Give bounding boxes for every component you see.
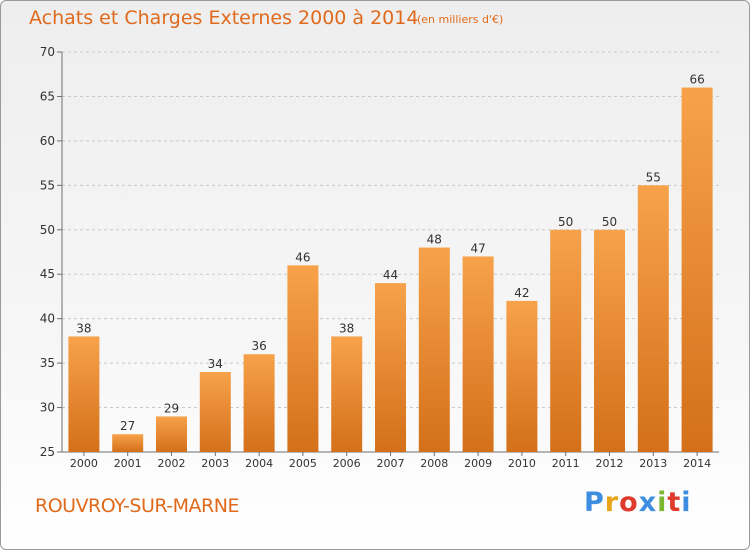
x-tick-label: 2003 bbox=[201, 457, 229, 470]
y-tick-label: 30 bbox=[40, 401, 55, 415]
y-tick-label: 65 bbox=[40, 89, 55, 103]
y-tick-label: 45 bbox=[40, 267, 55, 281]
x-tick-label: 2010 bbox=[508, 457, 536, 470]
bar bbox=[287, 265, 319, 452]
brand-letter: r bbox=[604, 487, 620, 518]
bar bbox=[156, 416, 187, 452]
brand-letter: t bbox=[667, 487, 682, 518]
y-tick-label: 35 bbox=[40, 356, 55, 370]
y-tick-label: 50 bbox=[40, 223, 55, 237]
bar bbox=[594, 229, 625, 452]
x-tick-label: 2008 bbox=[420, 457, 448, 470]
bar bbox=[506, 300, 538, 452]
brand-letter: o bbox=[619, 487, 639, 518]
data-label: 55 bbox=[646, 170, 661, 184]
data-label: 29 bbox=[164, 401, 179, 415]
bar bbox=[375, 283, 406, 452]
data-label: 50 bbox=[602, 215, 617, 229]
x-tick-label: 2012 bbox=[596, 457, 624, 470]
data-label: 42 bbox=[514, 286, 529, 300]
data-label: 36 bbox=[251, 339, 266, 353]
y-tick-label: 40 bbox=[40, 312, 55, 326]
bar bbox=[681, 87, 713, 453]
data-label: 27 bbox=[120, 419, 135, 433]
commune-name: ROUVROY-SUR-MARNE bbox=[35, 495, 239, 517]
x-tick-label: 2009 bbox=[464, 457, 492, 470]
x-tick-label: 2011 bbox=[552, 457, 580, 470]
x-tick-label: 2007 bbox=[377, 457, 405, 470]
y-tick-label: 25 bbox=[40, 445, 55, 459]
bar bbox=[637, 185, 669, 453]
bar bbox=[112, 434, 144, 452]
x-tick-label: 2006 bbox=[333, 457, 361, 470]
brand-letter: P bbox=[584, 487, 605, 518]
bar bbox=[331, 336, 363, 452]
x-tick-label: 2002 bbox=[158, 457, 186, 470]
bars bbox=[68, 87, 713, 453]
data-label: 34 bbox=[208, 357, 223, 371]
data-label: 50 bbox=[558, 215, 573, 229]
x-tick-label: 2013 bbox=[639, 457, 667, 470]
data-label: 38 bbox=[339, 321, 354, 335]
data-label: 44 bbox=[383, 268, 398, 282]
data-label: 66 bbox=[689, 73, 704, 87]
chart-title: Achats et Charges Externes 2000 à 2014 bbox=[29, 7, 419, 29]
data-label: 48 bbox=[427, 233, 442, 247]
x-tick-label: 2000 bbox=[70, 457, 98, 470]
bar bbox=[418, 247, 450, 452]
labels: 25 30 35 40 45 50 55 60 65 70 38 2000 27 2001 29 2002 34… bbox=[40, 45, 711, 470]
bar bbox=[550, 229, 582, 452]
bar bbox=[199, 372, 231, 452]
bar bbox=[68, 336, 100, 452]
brand-logo: Proxiti bbox=[584, 487, 692, 518]
x-tick-label: 2014 bbox=[683, 457, 711, 470]
x-tick-label: 2001 bbox=[114, 457, 142, 470]
brand-letter: i bbox=[657, 487, 668, 518]
y-tick-label: 55 bbox=[40, 178, 55, 192]
data-label: 46 bbox=[295, 250, 310, 264]
x-tick-label: 2005 bbox=[289, 457, 317, 470]
chart-subtitle: (en milliers d'€) bbox=[417, 13, 504, 26]
y-tick-label: 60 bbox=[40, 134, 55, 148]
bar bbox=[462, 256, 494, 452]
data-label: 47 bbox=[470, 241, 485, 255]
brand-letter: x bbox=[638, 487, 658, 518]
data-label: 38 bbox=[76, 321, 91, 335]
y-tick-label: 70 bbox=[40, 45, 55, 59]
bar bbox=[243, 354, 275, 452]
brand-letter: i bbox=[681, 487, 692, 518]
x-tick-label: 2004 bbox=[245, 457, 273, 470]
